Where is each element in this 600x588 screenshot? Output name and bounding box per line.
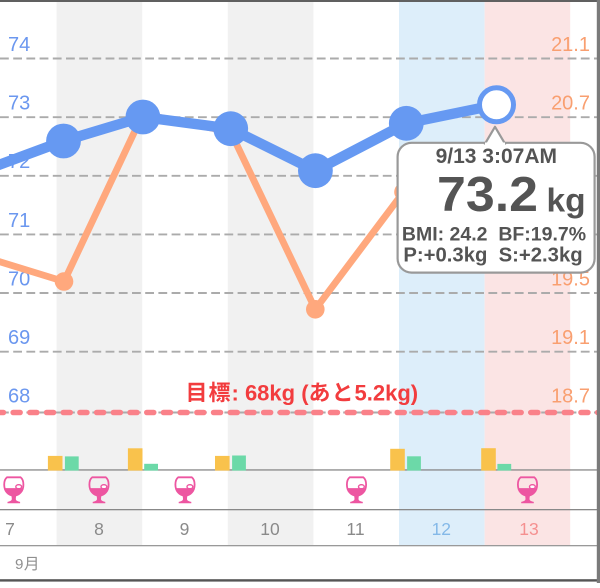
svg-text:9: 9 — [180, 519, 190, 539]
svg-text:73.2: 73.2 — [437, 167, 538, 222]
svg-text:68: 68 — [8, 386, 30, 408]
svg-text:P:+0.3kg S:+2.3kg: P:+0.3kg S:+2.3kg — [403, 245, 582, 267]
svg-text:5.2kg): 5.2kg) — [355, 380, 419, 405]
svg-text:69: 69 — [8, 327, 30, 349]
svg-text:21.1: 21.1 — [551, 34, 590, 56]
svg-text:BMI: 24.2 BF:19.7%: BMI: 24.2 BF:19.7% — [402, 224, 586, 246]
svg-text:10: 10 — [260, 519, 280, 539]
svg-text:73: 73 — [8, 93, 30, 115]
svg-text:18.7: 18.7 — [551, 386, 590, 408]
svg-text:9/13 3:07AM: 9/13 3:07AM — [436, 145, 557, 168]
svg-text:19.1: 19.1 — [551, 327, 590, 349]
svg-text:: 68kg (: : 68kg ( — [232, 380, 310, 405]
svg-text:19.5: 19.5 — [551, 268, 590, 290]
svg-text:71: 71 — [8, 210, 30, 232]
svg-text:13: 13 — [519, 519, 538, 539]
svg-text:70: 70 — [8, 268, 30, 290]
svg-text:9: 9 — [15, 556, 23, 573]
svg-text:8: 8 — [94, 519, 104, 539]
svg-text:74: 74 — [8, 34, 30, 56]
svg-text:12: 12 — [432, 519, 451, 539]
svg-text:20.7: 20.7 — [551, 93, 590, 115]
svg-text:kg: kg — [547, 182, 586, 219]
svg-text:11: 11 — [346, 519, 364, 539]
svg-text:7: 7 — [5, 519, 15, 539]
